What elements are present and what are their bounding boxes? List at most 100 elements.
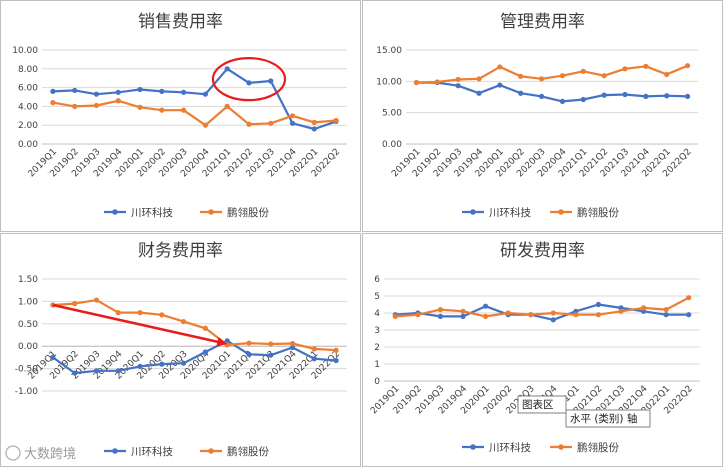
legend-label: 鹏翎股份: [227, 445, 269, 458]
data-point: [663, 307, 669, 313]
data-point: [159, 312, 165, 318]
y-tick-label: 2: [374, 343, 380, 353]
data-point: [268, 352, 274, 358]
data-point: [159, 361, 165, 367]
data-point: [518, 73, 524, 79]
y-tick-label: 15.00: [376, 46, 402, 56]
chart-panel-4: 研发费用率01234562019Q12019Q22019Q32019Q42020…: [362, 233, 723, 467]
legend-label: 川环科技: [131, 445, 173, 458]
data-point: [482, 313, 489, 319]
y-tick-label: -1.00: [15, 387, 39, 397]
data-point: [202, 122, 208, 128]
data-point: [72, 370, 78, 376]
data-point: [528, 312, 534, 318]
data-point: [601, 73, 607, 79]
data-point: [115, 98, 121, 104]
panel-border: [0, 233, 361, 467]
watermark-logo-icon: [5, 445, 21, 461]
data-point: [664, 93, 670, 99]
data-point: [246, 351, 252, 357]
data-point: [455, 83, 461, 89]
series-line-1: [395, 303, 689, 321]
legend-swatch-marker: [558, 209, 564, 215]
data-point: [333, 357, 339, 364]
y-tick-label: 4.00: [18, 102, 38, 112]
chart-panel-1: 销售费用率0.002.004.006.008.0010.002019Q12019…: [0, 0, 361, 232]
data-point: [476, 76, 482, 82]
data-point: [93, 102, 100, 109]
data-point: [181, 89, 187, 95]
data-point: [684, 93, 691, 99]
y-tick-label: 0.00: [18, 342, 38, 352]
legend-swatch-marker: [208, 209, 214, 215]
y-tick-label: 8.00: [18, 65, 38, 75]
legend-label: 川环科技: [131, 206, 173, 219]
data-point: [268, 341, 274, 347]
y-tick-label: 5: [374, 292, 380, 302]
data-point: [311, 356, 317, 362]
y-tick-label: 10.00: [376, 77, 402, 87]
series-line-1: [52, 339, 337, 375]
watermark-text: 大数跨境: [24, 447, 76, 462]
data-point: [224, 342, 230, 348]
y-tick-label: 1.00: [18, 297, 38, 307]
data-point: [664, 71, 670, 78]
data-point: [415, 312, 421, 318]
data-point: [434, 79, 440, 85]
data-point: [618, 308, 624, 314]
chart-panel-2: 管理费用率0.005.0010.0015.002019Q12019Q22019Q…: [362, 0, 723, 232]
data-point: [538, 93, 545, 99]
data-point: [246, 340, 252, 346]
legend-swatch-marker: [208, 448, 214, 454]
data-point: [643, 63, 649, 69]
data-point: [333, 117, 339, 124]
legend-label: 鹏翎股份: [577, 441, 619, 454]
data-point: [72, 87, 78, 94]
y-tick-label: 6.00: [18, 84, 38, 94]
y-tick-label: 10.00: [12, 46, 38, 56]
data-point: [686, 312, 692, 318]
data-point: [640, 305, 647, 311]
data-point: [437, 313, 444, 319]
data-point: [311, 346, 317, 352]
data-point: [559, 73, 566, 79]
data-point: [93, 368, 100, 374]
legend-swatch-marker: [112, 209, 118, 215]
data-point: [601, 92, 607, 98]
data-point: [333, 347, 339, 353]
data-point: [482, 303, 489, 309]
data-point: [115, 368, 121, 374]
data-point: [663, 312, 669, 318]
data-point: [202, 349, 208, 355]
data-point: [137, 363, 143, 369]
data-point: [460, 313, 466, 319]
legend-label: 鹏翎股份: [227, 206, 269, 219]
data-point: [181, 318, 187, 325]
legend-label: 鹏翎股份: [577, 206, 619, 219]
data-point: [137, 86, 143, 93]
data-point: [518, 90, 524, 96]
y-tick-label: 6: [374, 275, 380, 285]
data-point: [392, 313, 398, 319]
data-point: [684, 63, 691, 69]
data-point: [224, 66, 230, 72]
panel-border: [362, 0, 723, 232]
data-point: [268, 78, 274, 84]
data-point: [550, 317, 556, 323]
y-tick-label: -0.50: [15, 365, 39, 375]
data-point: [497, 82, 503, 88]
panel-border: [0, 0, 361, 232]
legend-swatch-marker: [558, 444, 564, 450]
series-line-2: [416, 64, 689, 84]
data-point: [246, 121, 252, 127]
data-point: [413, 79, 420, 86]
y-tick-label: 0: [374, 377, 380, 387]
series-line-2: [52, 99, 337, 127]
legend-label: 川环科技: [489, 441, 531, 454]
data-point: [573, 312, 579, 318]
data-point: [137, 104, 143, 110]
data-point: [538, 76, 545, 82]
data-point: [455, 76, 461, 83]
